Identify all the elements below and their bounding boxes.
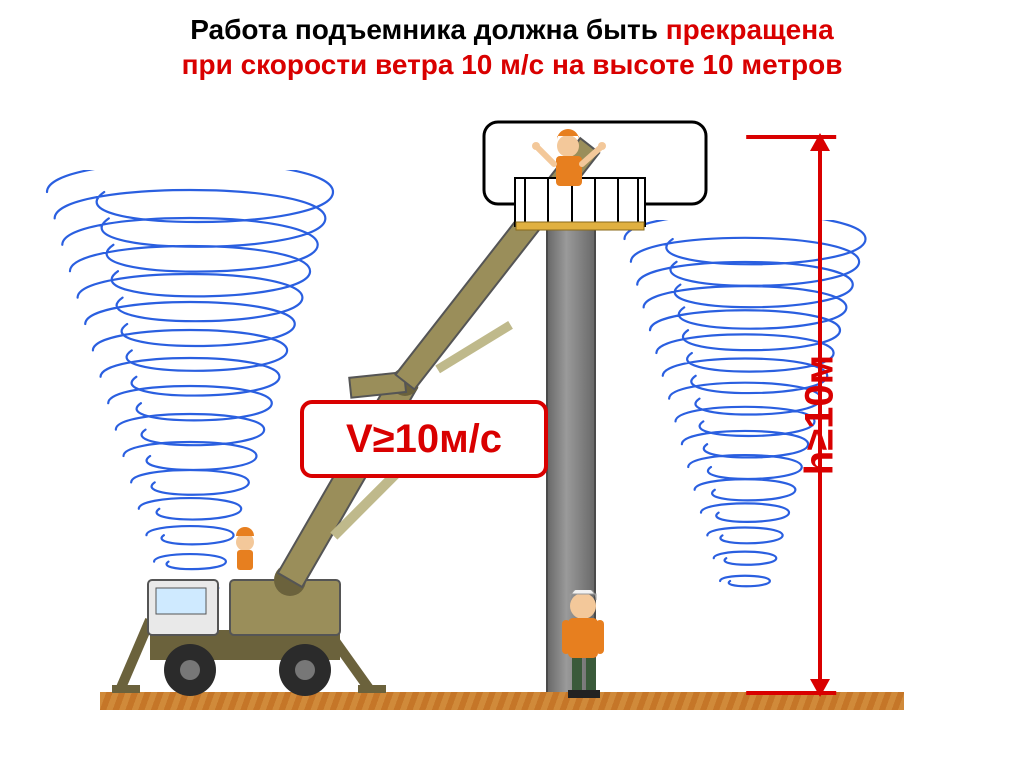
velocity-sign-text: V≥10м/с	[346, 417, 502, 462]
title-block: Работа подъемника должна быть прекращена…	[0, 12, 1024, 82]
title-line1-accent: прекращена	[666, 14, 834, 45]
cradle-svg	[480, 118, 710, 238]
title-line1: Работа подъемника должна быть прекращена	[0, 12, 1024, 47]
title-line1-normal: Работа подъемника должна быть	[190, 14, 666, 45]
ground-worker-svg	[548, 590, 618, 698]
height-arrow-down	[810, 679, 830, 697]
title-line2: при скорости ветра 10 м/с на высоте 10 м…	[0, 47, 1024, 82]
cradle	[480, 118, 710, 238]
ground-worker	[548, 590, 618, 698]
height-label: h≥10м	[798, 355, 843, 475]
height-arrow-up	[810, 133, 830, 151]
velocity-sign: V≥10м/с	[300, 400, 548, 478]
diagram-stage: Работа подъемника должна быть прекращена…	[0, 0, 1024, 768]
height-dimension: h≥10м	[818, 135, 822, 695]
